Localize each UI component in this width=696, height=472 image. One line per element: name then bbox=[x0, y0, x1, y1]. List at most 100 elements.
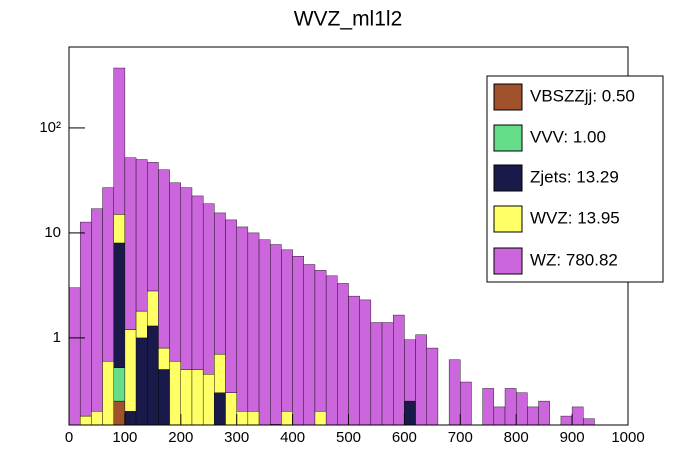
bar-segment bbox=[516, 392, 528, 426]
bar-segment bbox=[158, 347, 170, 370]
bar-segment bbox=[236, 411, 249, 426]
bar-segment bbox=[124, 329, 137, 412]
bar-segment bbox=[281, 411, 293, 426]
bar-segment bbox=[158, 169, 170, 349]
bar-segment bbox=[247, 411, 260, 426]
bar-segment bbox=[79, 221, 92, 417]
bar-segment bbox=[337, 283, 349, 426]
x-tick-label: 800 bbox=[504, 429, 529, 446]
bar-segment bbox=[180, 187, 193, 370]
bar-segment bbox=[571, 406, 584, 426]
bar-segment bbox=[191, 195, 204, 370]
bar-segment bbox=[527, 406, 539, 426]
bar-segment bbox=[314, 270, 327, 412]
y-tick-label: 1 bbox=[53, 329, 61, 346]
bar-segment bbox=[68, 287, 81, 426]
bar-segment bbox=[404, 400, 416, 426]
bar-segment bbox=[135, 310, 148, 339]
y-tick-label: 10² bbox=[39, 119, 61, 136]
bar-segment bbox=[381, 322, 394, 426]
bar-segment bbox=[147, 162, 159, 292]
x-tick-label: 1000 bbox=[611, 429, 644, 446]
legend-swatch bbox=[493, 83, 523, 111]
x-tick-label: 0 bbox=[65, 429, 73, 446]
axes: 0 100 200 300 400 500 600 700 800 900 1000 1 10 10² bbox=[39, 119, 644, 446]
x-tick-label: 500 bbox=[336, 429, 361, 446]
bar-segment bbox=[147, 290, 159, 327]
bar-segment bbox=[404, 339, 416, 402]
bar-segment bbox=[236, 226, 249, 412]
bar-segment bbox=[348, 295, 360, 426]
bar-segment bbox=[292, 255, 304, 426]
x-tick-label: 600 bbox=[392, 429, 417, 446]
chart-title: WVZ_ml1l2 bbox=[294, 8, 403, 31]
bar-segment bbox=[270, 244, 282, 425]
bar-segment bbox=[91, 411, 103, 426]
bar-segment bbox=[538, 400, 550, 426]
bar-segment bbox=[124, 157, 137, 330]
bar-segment bbox=[325, 275, 338, 426]
bar-segment bbox=[504, 388, 517, 426]
x-tick-label: 400 bbox=[280, 429, 305, 446]
bar-segment bbox=[124, 411, 137, 426]
bar-segment bbox=[225, 392, 237, 426]
x-tick-label: 300 bbox=[224, 429, 249, 446]
legend-label: WZ: 780.82 bbox=[530, 250, 618, 269]
bar-segment bbox=[448, 359, 461, 426]
legend-swatch bbox=[493, 247, 523, 275]
bars bbox=[68, 67, 595, 426]
legend-swatch bbox=[493, 205, 523, 233]
legend-swatch bbox=[493, 124, 523, 152]
bar-segment bbox=[314, 411, 327, 426]
bar-segment bbox=[393, 314, 405, 426]
legend-label: VBSZZjj: 0.50 bbox=[530, 86, 635, 105]
bar-segment bbox=[147, 325, 159, 426]
legend: VBSZZjj: 0.50 VVV: 1.00 Zjets: 13.29 WVZ: 1… bbox=[493, 83, 635, 275]
bar-segment bbox=[583, 418, 595, 426]
bar-segment bbox=[135, 159, 148, 312]
bar-segment bbox=[225, 219, 237, 393]
bar-segment bbox=[460, 381, 472, 426]
bar-segment bbox=[113, 242, 126, 368]
bar-segment bbox=[135, 337, 148, 426]
bar-segment bbox=[191, 369, 204, 426]
bar-segment bbox=[158, 369, 170, 426]
bar-segment bbox=[493, 406, 506, 426]
bar-segment bbox=[303, 264, 316, 426]
legend-label: Zjets: 13.29 bbox=[530, 167, 619, 186]
bar-segment bbox=[202, 374, 215, 426]
x-tick-label: 200 bbox=[168, 429, 193, 446]
x-tick-label: 900 bbox=[560, 429, 585, 446]
bar-segment bbox=[113, 214, 126, 244]
bar-segment bbox=[180, 369, 193, 426]
legend-label: WVZ: 13.95 bbox=[530, 208, 620, 227]
bar-segment bbox=[560, 415, 573, 426]
x-tick-label: 100 bbox=[112, 429, 137, 446]
bar-segment bbox=[91, 208, 103, 412]
bar-segment bbox=[113, 67, 126, 215]
bar-segment bbox=[214, 353, 226, 393]
bar-segment bbox=[426, 347, 439, 426]
legend-label: VVV: 1.00 bbox=[530, 127, 606, 146]
bar-segment bbox=[79, 415, 92, 426]
bar-segment bbox=[214, 392, 226, 426]
y-tick-label: 10 bbox=[44, 224, 61, 241]
bar-segment bbox=[113, 367, 126, 402]
bar-segment bbox=[359, 299, 372, 426]
bar-segment bbox=[258, 239, 271, 426]
bar-segment bbox=[281, 249, 293, 412]
bar-segment bbox=[102, 360, 114, 426]
bar-segment bbox=[202, 203, 215, 375]
x-tick-label: 700 bbox=[448, 429, 473, 446]
bar-segment bbox=[482, 388, 495, 426]
bar-segment bbox=[370, 322, 383, 426]
bar-segment bbox=[113, 400, 126, 426]
bar-segment bbox=[169, 360, 181, 426]
bar-segment bbox=[102, 187, 114, 362]
bar-segment bbox=[247, 232, 260, 412]
bar-segment bbox=[214, 212, 226, 355]
bar-segment bbox=[415, 334, 427, 426]
legend-swatch bbox=[493, 164, 523, 192]
bar-segment bbox=[169, 182, 181, 362]
